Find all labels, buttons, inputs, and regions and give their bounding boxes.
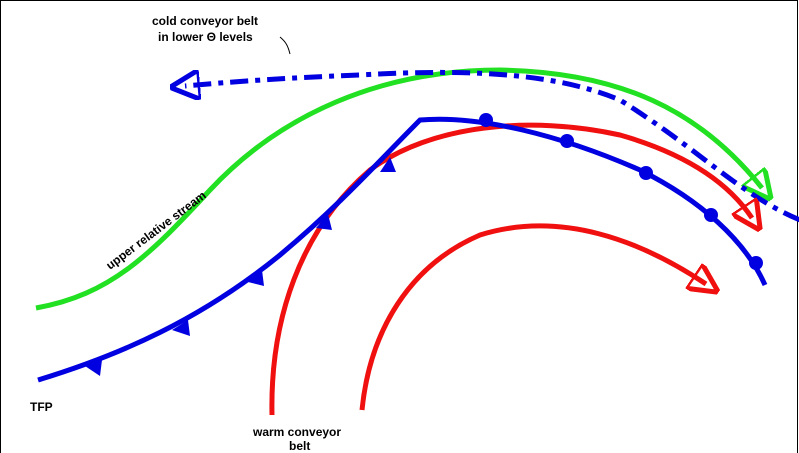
label: upper relative stream — [103, 188, 208, 272]
cold-conveyor-belt — [185, 72, 799, 223]
label-leader — [279, 36, 291, 55]
front-barbs — [85, 113, 763, 376]
upper-relative-stream — [35, 67, 762, 311]
label: TFP — [30, 400, 53, 414]
front — [37, 116, 768, 383]
warm-conveyor-belt-inner — [359, 223, 706, 411]
warm-conveyor-belt-outer — [269, 122, 752, 416]
label: cold conveyor belt — [152, 14, 258, 28]
label: in lower Θ levels — [158, 30, 253, 44]
label: belt — [289, 439, 310, 453]
label: warm conveyor — [252, 425, 341, 439]
